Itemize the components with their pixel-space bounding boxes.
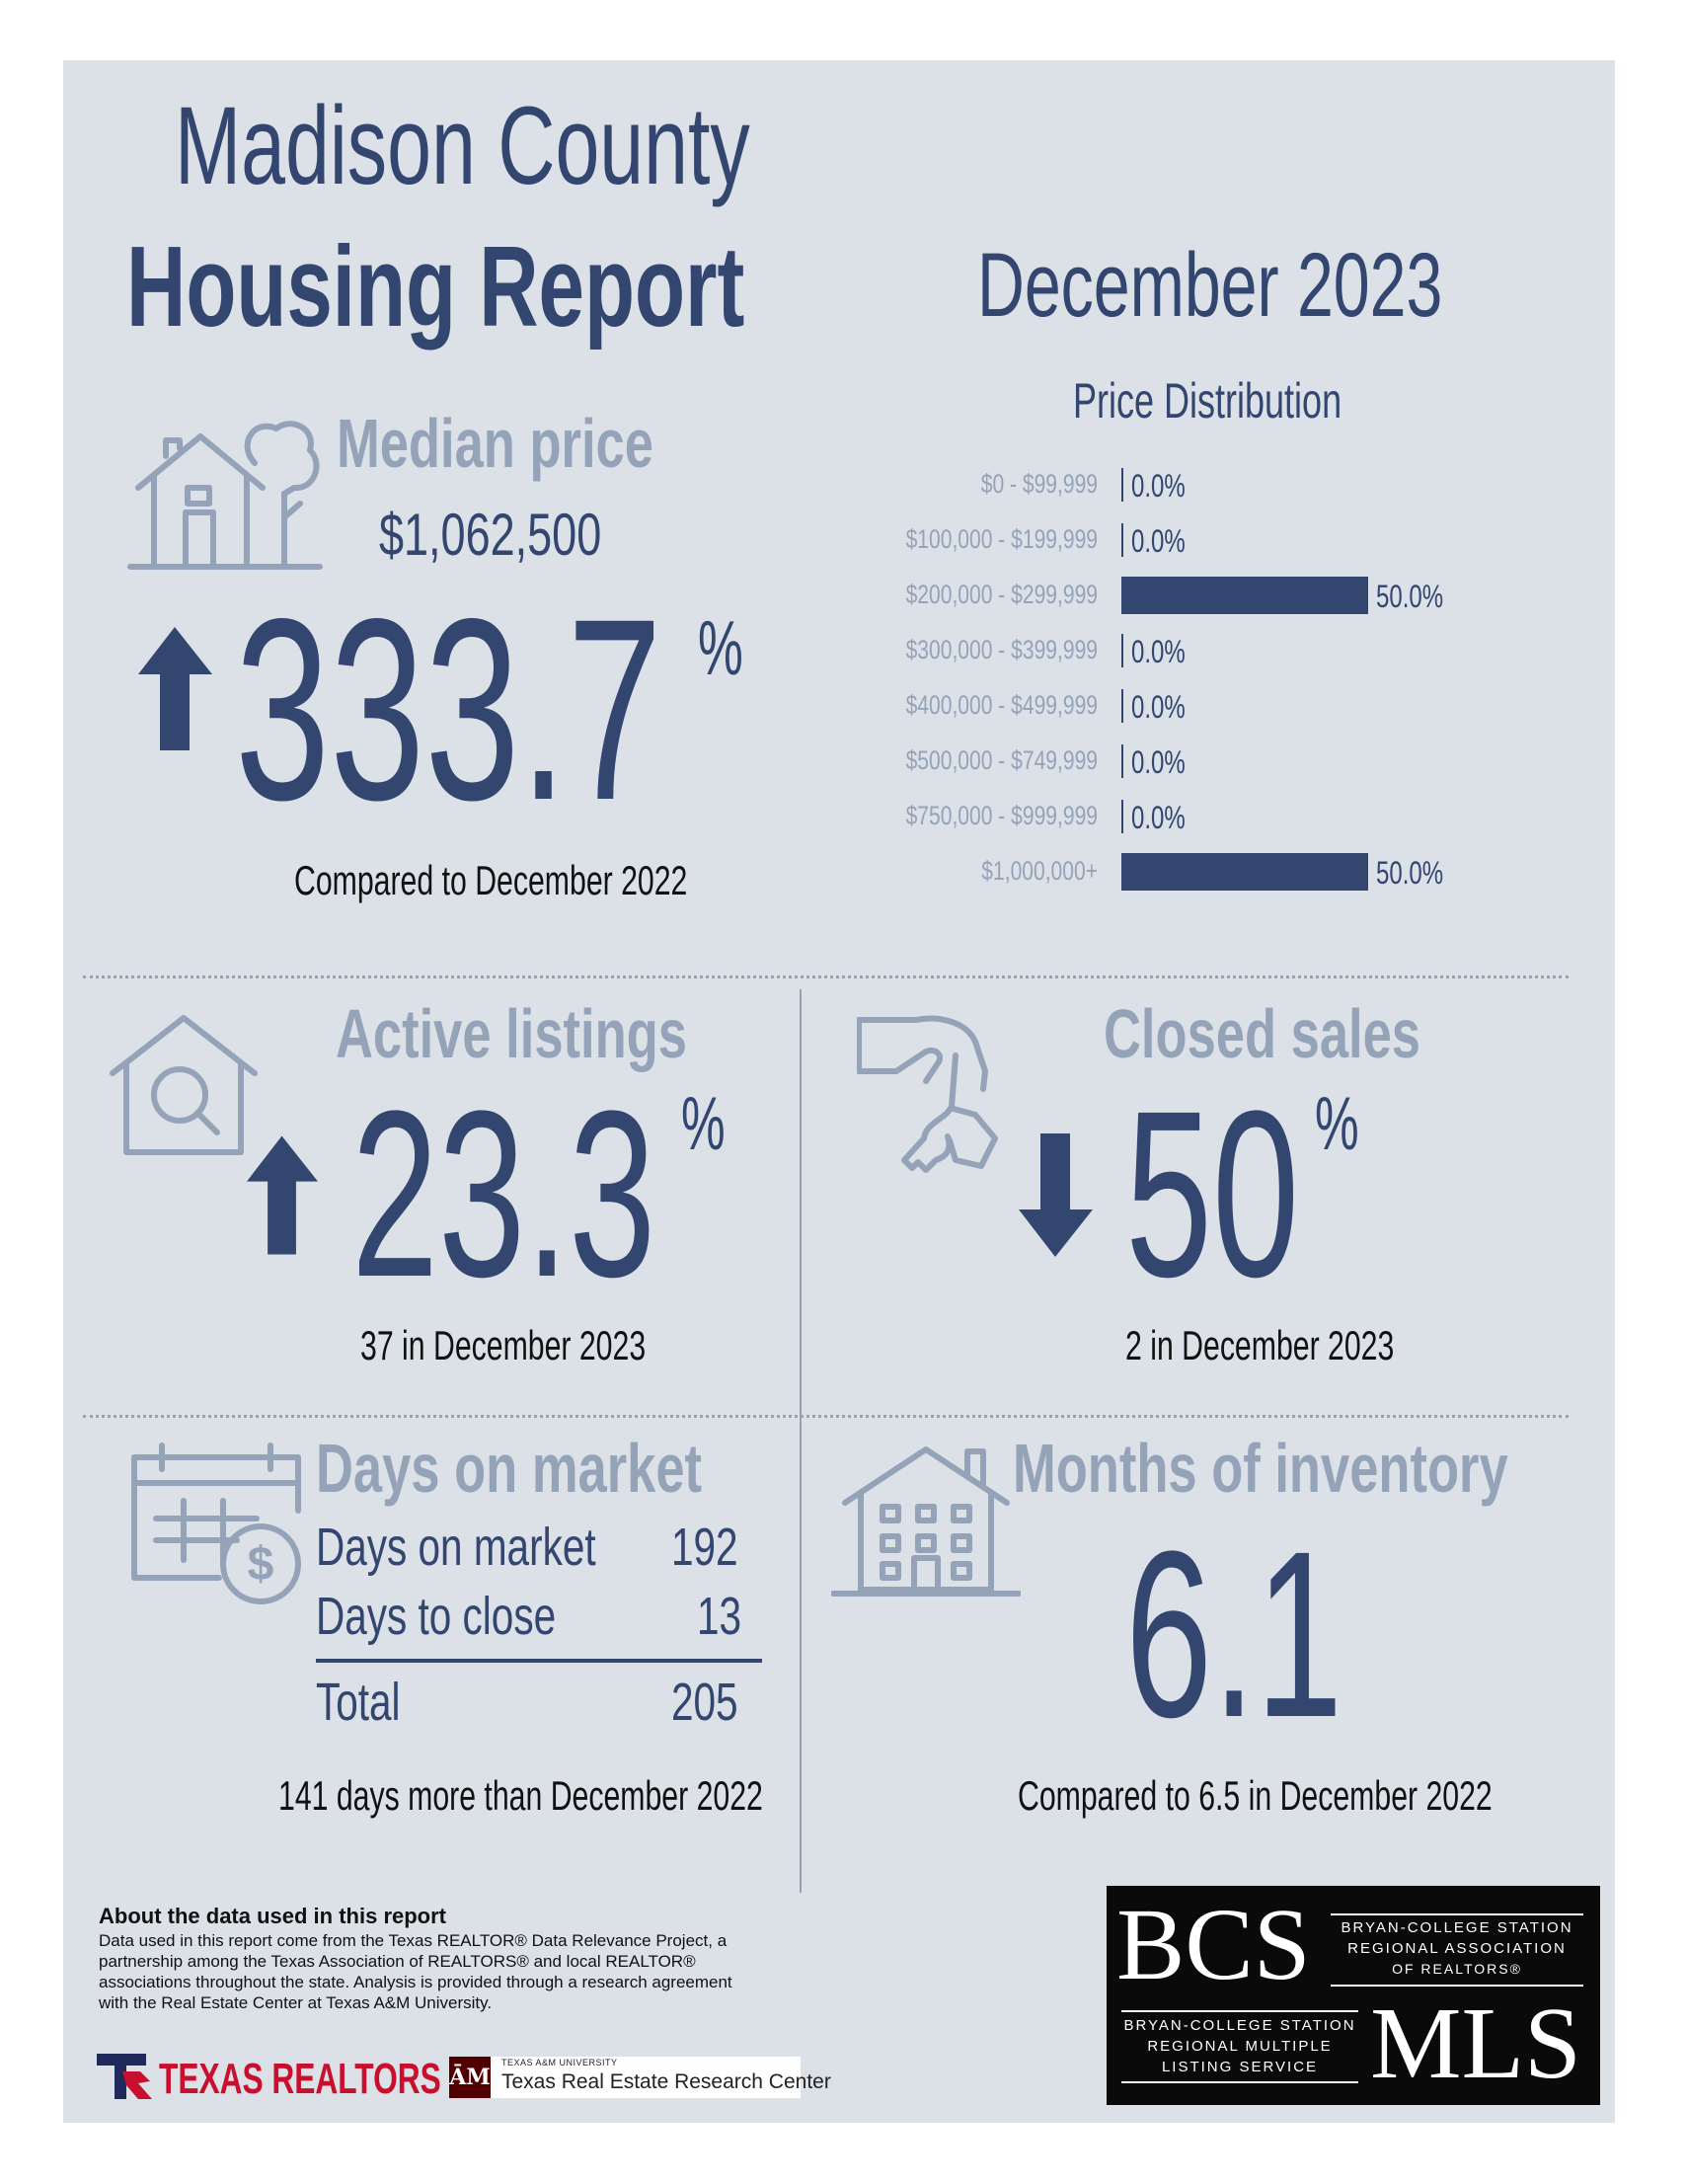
price-range-label: $0 - $99,999	[980, 469, 1098, 499]
closed-sales-label: Closed sales	[1104, 995, 1420, 1072]
bcs-rule-bottom	[1331, 1985, 1583, 1987]
dom-row2-name: Days to close	[316, 1587, 557, 1646]
median-price-comparison: Compared to December 2022	[294, 857, 688, 903]
dom-total-value: 205	[671, 1673, 738, 1732]
active-listings-detail: 37 in December 2023	[360, 1322, 647, 1368]
price-distribution-title: Price Distribution	[1073, 373, 1342, 429]
active-listings-unit: %	[681, 1082, 726, 1166]
about-line: with the Real Estate Center at Texas A&M…	[99, 1993, 493, 2012]
mls-line2: REGIONAL MULTIPLE	[1147, 2038, 1333, 2055]
price-pct-label: 0.0%	[1131, 468, 1186, 504]
months-inventory-label: Months of inventory	[1013, 1430, 1508, 1507]
report-period: December 2023	[977, 235, 1443, 336]
arrow-up-icon	[138, 627, 212, 750]
price-bar-zero	[1121, 744, 1123, 778]
title-line2: Housing Report	[126, 222, 745, 351]
days-on-market-label: Days on market	[316, 1430, 703, 1507]
mls-line1: BRYAN-COLLEGE STATION	[1123, 2017, 1356, 2034]
title-line1: Madison County	[175, 84, 750, 207]
svg-text:$: $	[248, 1538, 274, 1591]
about-line: partnership among the Texas Association …	[99, 1952, 696, 1971]
dom-row1-name: Days on market	[316, 1518, 596, 1577]
price-pct-label: 0.0%	[1131, 634, 1186, 669]
report-panel	[63, 60, 1615, 2123]
price-bar-zero	[1121, 634, 1123, 667]
dom-row2-value: 13	[697, 1587, 742, 1646]
texas-realtors-wordmark: TEXAS REALTORS	[159, 2055, 441, 2103]
bcs-line2: REGIONAL ASSOCIATION	[1347, 1940, 1567, 1957]
price-pct-label: 0.0%	[1131, 689, 1186, 725]
price-bar-zero	[1121, 800, 1123, 833]
about-title: About the data used in this report	[99, 1904, 447, 1928]
bcs-line1: BRYAN-COLLEGE STATION	[1341, 1919, 1573, 1936]
tamu-center-label: Texas Real Estate Research Center	[501, 2070, 831, 2093]
bcs-rule-top	[1331, 1913, 1583, 1915]
mls-rule-top	[1121, 2010, 1358, 2012]
price-range-label: $1,000,000+	[981, 856, 1098, 886]
about-line: associations throughout the state. Analy…	[99, 1973, 732, 1991]
price-pct-label: 0.0%	[1131, 523, 1186, 559]
price-range-label: $400,000 - $499,999	[905, 690, 1098, 720]
house-search-icon	[110, 1015, 258, 1155]
price-bar-zero	[1121, 468, 1123, 502]
about-line: Data used in this report come from the T…	[99, 1931, 728, 1950]
tamu-mark-icon: ĀM	[449, 2057, 491, 2098]
mls-rule-bottom	[1121, 2081, 1358, 2083]
price-range-label: $100,000 - $199,999	[905, 524, 1098, 554]
dom-total-rule	[316, 1659, 762, 1663]
divider-middle	[83, 1415, 1569, 1418]
divider-vertical	[800, 989, 802, 1893]
closed-sales-change: 50	[1125, 1061, 1300, 1326]
mls-letters: MLS	[1370, 1987, 1581, 2100]
months-inventory-value: 6.1	[1125, 1502, 1343, 1766]
bcs-line3: OF REALTORS®	[1392, 1961, 1522, 1977]
price-range-label: $200,000 - $299,999	[905, 580, 1098, 609]
closed-sales-detail: 2 in December 2023	[1125, 1322, 1395, 1368]
arrow-down-icon	[1019, 1133, 1093, 1257]
months-inventory-detail: Compared to 6.5 in December 2022	[1018, 1772, 1493, 1819]
median-price-value: $1,062,500	[379, 502, 602, 568]
price-bar	[1121, 853, 1368, 891]
closed-sales-unit: %	[1315, 1082, 1359, 1166]
calendar-dollar-icon: $	[131, 1443, 301, 1604]
bcs-mls-logo	[1107, 1886, 1600, 2105]
price-range-label: $300,000 - $399,999	[905, 635, 1098, 664]
tamu-logo-box	[449, 2057, 801, 2098]
divider-top	[83, 975, 1569, 978]
price-bar-zero	[1121, 689, 1123, 723]
apartment-building-icon	[831, 1446, 1021, 1597]
house-tree-icon	[127, 421, 323, 570]
about-body: Data used in this report come from the T…	[99, 1930, 780, 2013]
days-on-market-detail: 141 days more than December 2022	[278, 1772, 763, 1819]
price-bar	[1121, 577, 1368, 614]
price-pct-label: 50.0%	[1376, 855, 1444, 891]
active-listings-label: Active listings	[336, 995, 687, 1072]
arrow-up-icon	[247, 1135, 318, 1255]
median-price-unit: %	[698, 604, 743, 691]
mls-line3: LISTING SERVICE	[1161, 2059, 1319, 2075]
bcs-letters: BCS	[1116, 1888, 1311, 2001]
price-bar-zero	[1121, 523, 1123, 557]
median-price-label: Median price	[337, 405, 653, 482]
price-pct-label: 50.0%	[1376, 579, 1444, 614]
price-range-label: $500,000 - $749,999	[905, 745, 1098, 775]
price-pct-label: 0.0%	[1131, 800, 1186, 835]
dom-row1-value: 192	[671, 1518, 738, 1577]
tamu-university-label: TEXAS A&M UNIVERSITY	[501, 2058, 618, 2067]
dom-total-label: Total	[316, 1673, 401, 1732]
median-price-change: 333.7	[235, 565, 662, 854]
price-pct-label: 0.0%	[1131, 744, 1186, 780]
hand-keys-icon	[857, 1015, 998, 1173]
texas-realtors-logo-icon	[97, 2054, 152, 2099]
price-range-label: $750,000 - $999,999	[905, 801, 1098, 830]
active-listings-change: 23.3	[351, 1061, 656, 1326]
